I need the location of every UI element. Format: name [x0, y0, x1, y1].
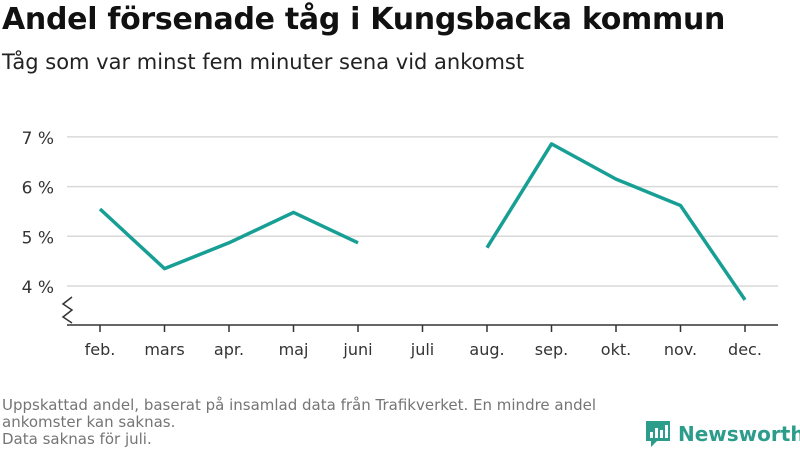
- footnote-line: ankomster kan saknas.: [2, 413, 176, 431]
- footnote-line: Data saknas för juli.: [2, 430, 152, 448]
- series-line: [485, 142, 747, 301]
- x-tick-label: okt.: [601, 340, 631, 359]
- y-tick-label: 4 %: [22, 278, 54, 298]
- chart-title: Andel försenade tåg i Kungsbacka kommun: [2, 2, 726, 37]
- x-tick-label: juli: [410, 340, 434, 359]
- x-tick-label: juni: [342, 340, 372, 359]
- y-axis-labels: 4 % 5 % 6 % 7 %: [22, 129, 54, 298]
- x-tick-label: mars: [144, 340, 184, 359]
- x-tick-label: sep.: [535, 340, 568, 359]
- newsworthy-logo-icon: [646, 421, 670, 447]
- y-tick-label: 7 %: [22, 129, 54, 149]
- x-tick-label: feb.: [85, 340, 116, 359]
- y-tick-label: 5 %: [22, 228, 54, 248]
- y-tick-label: 6 %: [22, 179, 54, 199]
- x-axis-labels: feb. mars apr. maj juni juli aug. sep. okt. nov. d…: [85, 325, 762, 359]
- x-axis: [61, 296, 778, 326]
- x-tick-label: maj: [279, 340, 309, 359]
- x-tick-label: aug.: [469, 340, 504, 359]
- series-lines: [98, 142, 747, 301]
- series-line: [98, 207, 359, 271]
- axis-break-icon: [61, 296, 74, 324]
- footnote-line: Uppskattad andel, baserat på insamlad da…: [2, 396, 597, 414]
- x-tick-label: nov.: [664, 340, 697, 359]
- line-chart: 4 % 5 % 6 % 7 % feb. mars apr. maj juni juli aug.…: [22, 129, 778, 359]
- x-tick-label: dec.: [728, 340, 762, 359]
- x-tick-label: apr.: [214, 340, 244, 359]
- gridlines: [67, 136, 778, 287]
- footnote: Uppskattad andel, baserat på insamlad da…: [2, 397, 642, 448]
- newsworthy-logo: Newsworthy: [645, 419, 800, 449]
- chart-subtitle: Tåg som var minst fem minuter sena vid a…: [2, 50, 525, 74]
- brand-name: Newsworthy: [678, 422, 800, 446]
